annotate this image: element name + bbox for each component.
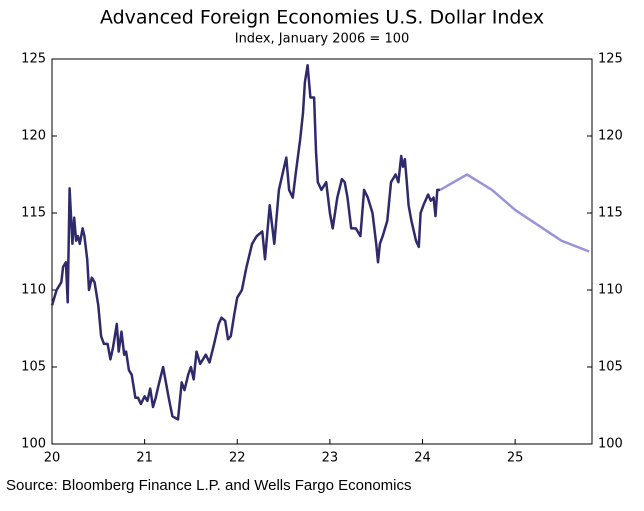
x-tick-label: 23 [322, 451, 339, 466]
series-line [439, 173, 590, 253]
x-tick-label: 20 [44, 451, 61, 466]
plot-frame [51, 58, 593, 445]
y-tick-label: 115 [21, 206, 46, 221]
source-note: Source: Bloomberg Finance L.P. and Wells… [6, 477, 411, 494]
chart-title: Advanced Foreign Economies U.S. Dollar I… [100, 7, 544, 29]
x-tick-label: 21 [136, 451, 153, 466]
y2-tick-label: 100 [598, 437, 623, 452]
y2-tick-label: 125 [598, 52, 623, 67]
y-tick-label: 105 [21, 360, 46, 375]
y2-tick-label: 105 [598, 360, 623, 375]
y2-tick-label: 120 [598, 129, 623, 144]
y-tick-label: 120 [21, 129, 46, 144]
y2-tick-label: 110 [598, 283, 623, 298]
y2-tick-label: 115 [598, 206, 623, 221]
chart-subtitle: Index, January 2006 = 100 [235, 32, 410, 47]
y-tick-label: 100 [21, 437, 46, 452]
x-tick-label: 24 [414, 451, 431, 466]
x-tick-label: 25 [507, 451, 524, 466]
y-tick-label: 125 [21, 52, 46, 67]
series-line [50, 63, 441, 421]
x-tick-label: 22 [229, 451, 246, 466]
y-tick-label: 110 [21, 283, 46, 298]
